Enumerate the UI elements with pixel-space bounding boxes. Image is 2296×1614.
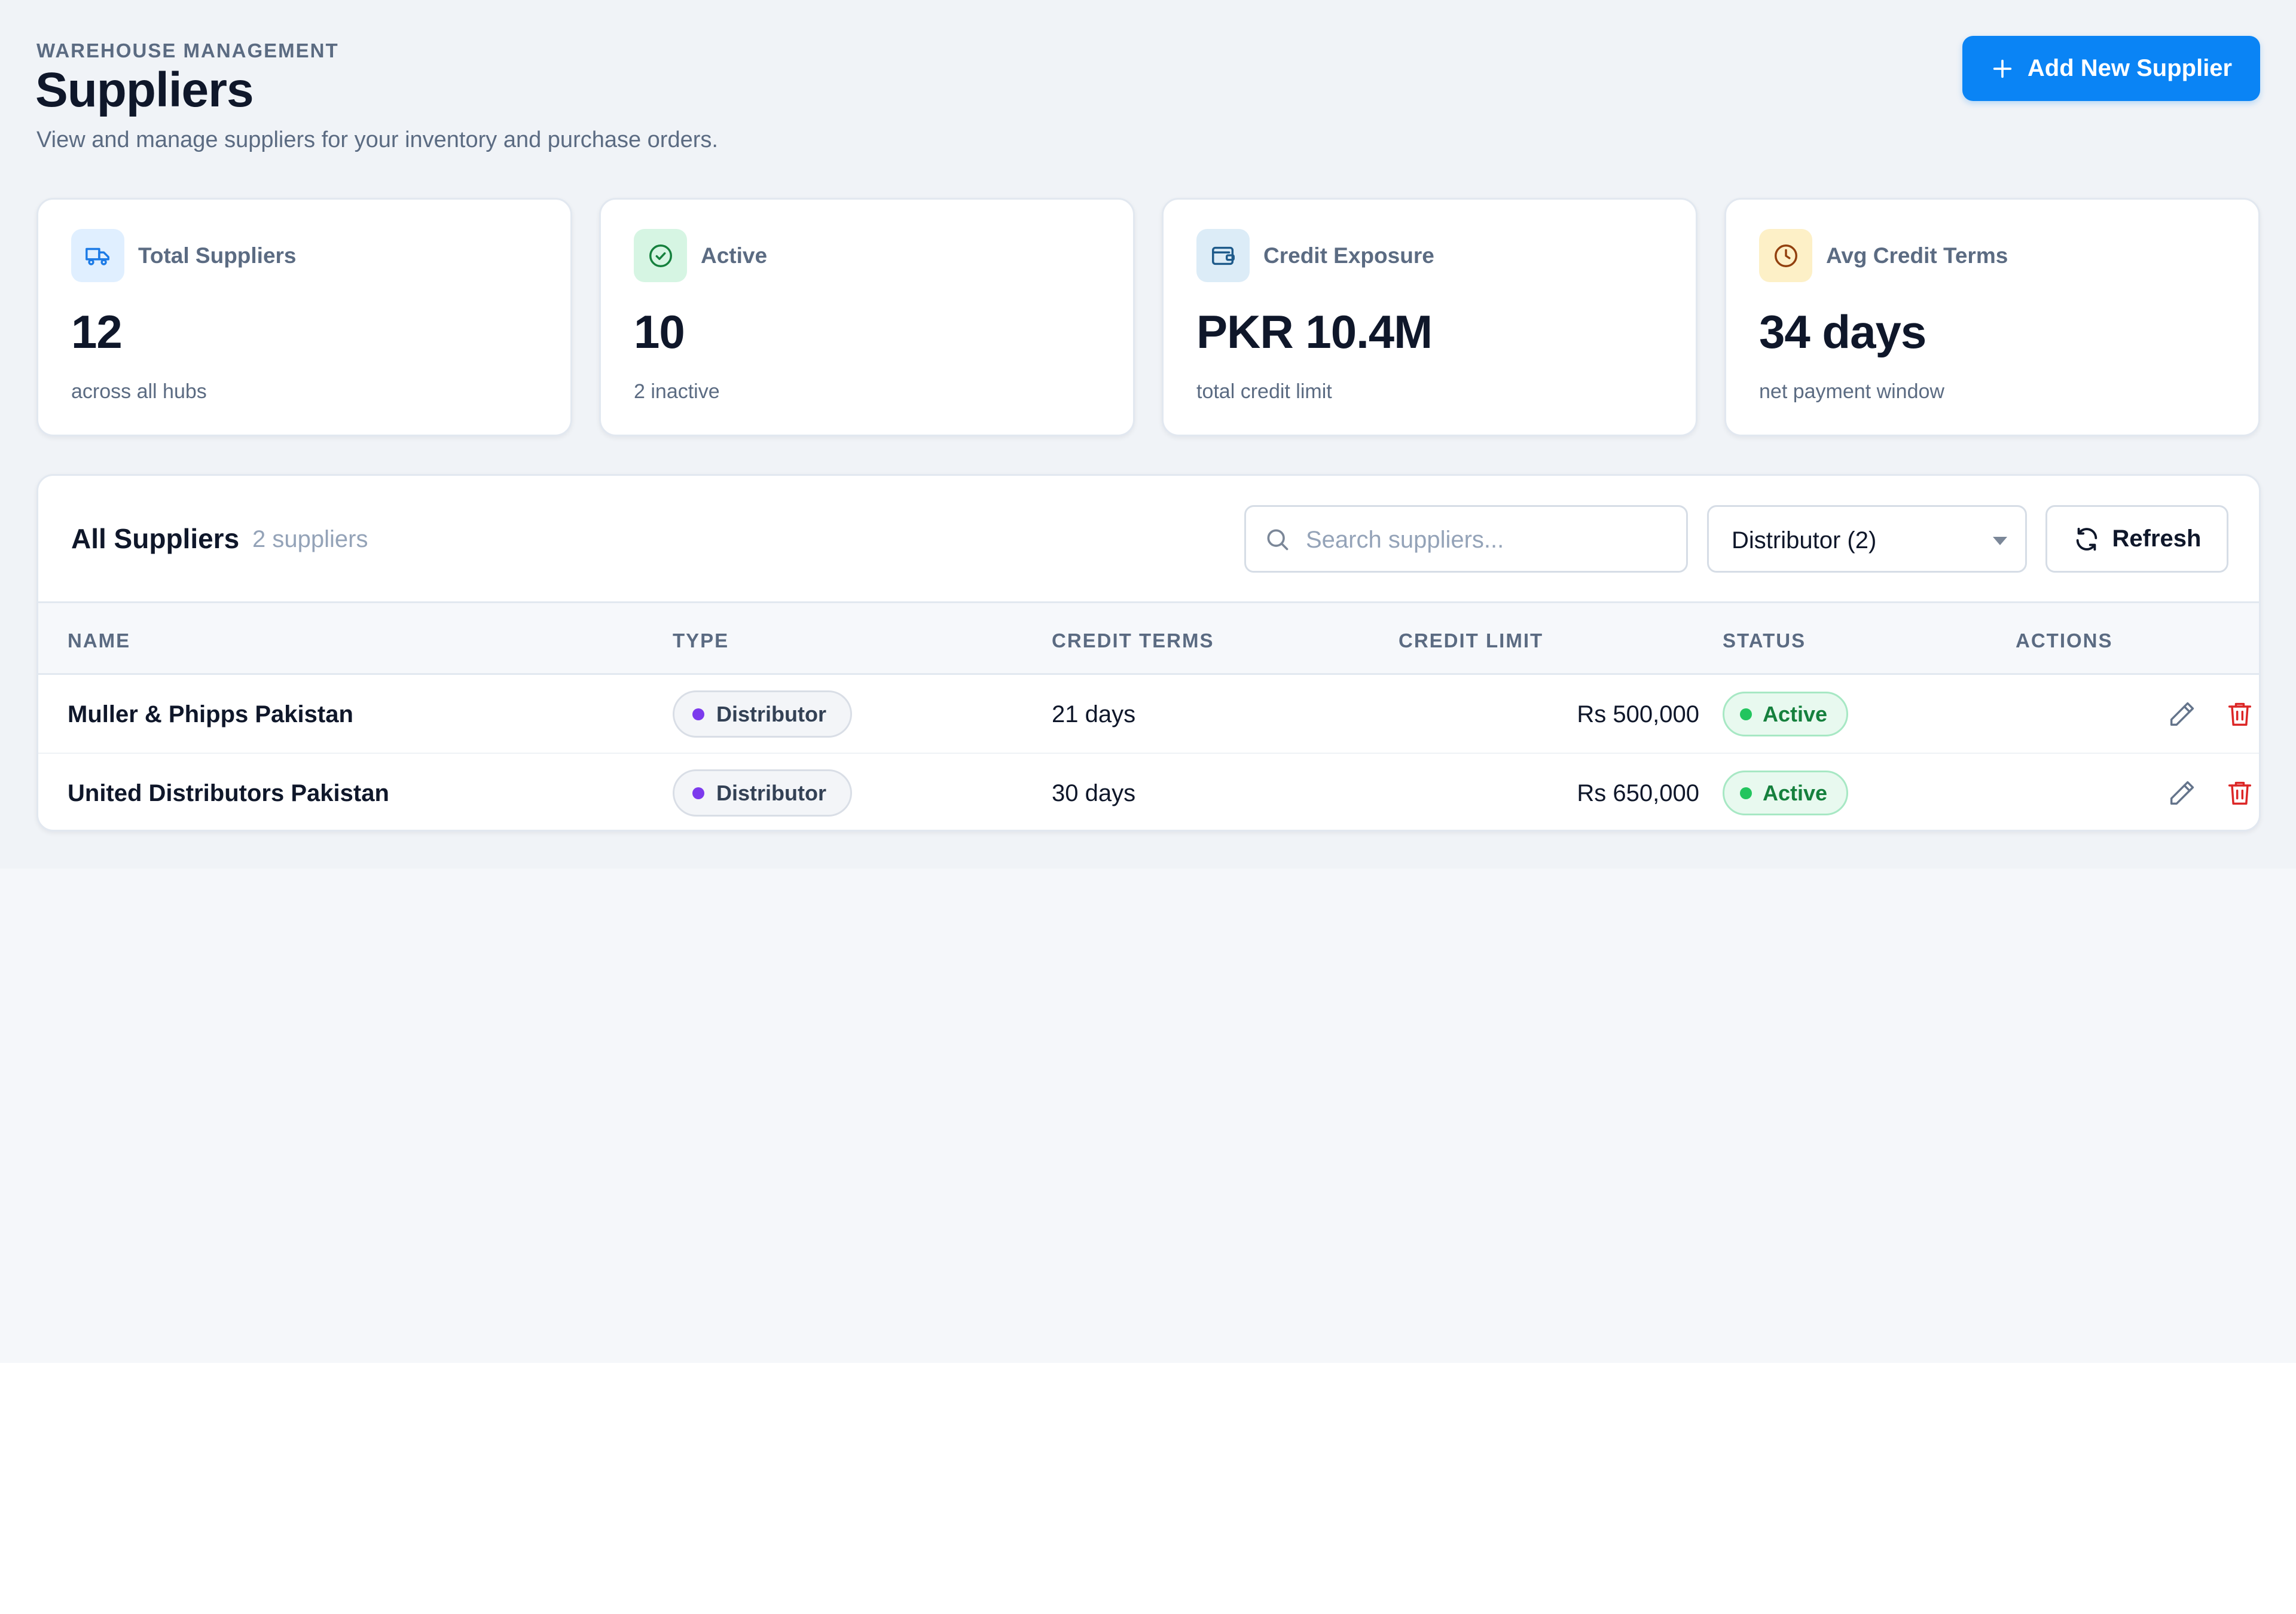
type-label: Distributor: [716, 780, 826, 805]
stat-note: net payment window: [1759, 380, 1944, 403]
table-row[interactable]: United Distributors Pakistan Distributor…: [38, 754, 2259, 830]
type-badge: Distributor: [673, 769, 852, 817]
status-label: Active: [1763, 701, 1828, 726]
table-toolbar: All Suppliers 2 suppliers Distributor (2…: [38, 476, 2259, 603]
breadcrumb-eyebrow: WAREHOUSE MANAGEMENT: [36, 39, 339, 62]
wallet-icon: [1196, 229, 1250, 282]
column-header-credit-terms[interactable]: CREDIT TERMS: [1052, 629, 1214, 652]
search-input[interactable]: [1306, 519, 1671, 561]
stat-value: PKR 10.4M: [1196, 305, 1433, 358]
status-badge: Active: [1723, 771, 1849, 815]
page-subtitle: View and manage suppliers for your inven…: [36, 127, 718, 152]
check-circle-icon: [634, 229, 687, 282]
stat-value: 10: [634, 305, 685, 358]
table-count: 2 suppliers: [252, 526, 368, 552]
supplier-name: United Distributors Pakistan: [68, 780, 389, 806]
search-box: [1244, 505, 1688, 573]
status-dot: [1740, 787, 1752, 799]
clock-icon: [1759, 229, 1812, 282]
credit-limit: Rs 650,000: [1577, 780, 1699, 806]
delete-trash-icon[interactable]: [2224, 699, 2255, 730]
credit-terms: 21 days: [1052, 701, 1136, 727]
add-new-supplier-button[interactable]: Add New Supplier: [1962, 36, 2260, 101]
table-title: All Suppliers: [71, 523, 240, 554]
supplier-name: Muller & Phipps Pakistan: [68, 701, 353, 727]
column-header-status[interactable]: STATUS: [1723, 629, 1806, 652]
refresh-label: Refresh: [2112, 525, 2202, 552]
type-label: Distributor: [716, 701, 826, 726]
table-row[interactable]: Muller & Phipps Pakistan Distributor 21 …: [38, 675, 2259, 754]
stat-card-avg-credit-terms: Avg Credit Terms 34 days net payment win…: [1724, 198, 2260, 436]
edit-pencil-icon[interactable]: [2166, 778, 2197, 809]
plus-icon: [1993, 59, 2012, 78]
type-filter-value: Distributor (2): [1732, 527, 1877, 554]
type-dot: [692, 708, 704, 720]
suppliers-table-card: All Suppliers 2 suppliers Distributor (2…: [36, 474, 2261, 832]
stat-card-active: Active 10 2 inactive: [599, 198, 1135, 436]
refresh-icon: [2076, 527, 2097, 551]
delete-trash-icon[interactable]: [2224, 778, 2255, 809]
column-header-credit-limit[interactable]: CREDIT LIMIT: [1399, 629, 1544, 652]
stat-label: Credit Exposure: [1263, 243, 1434, 268]
stat-note: 2 inactive: [634, 380, 720, 403]
chevron-down-icon: [1993, 537, 2007, 545]
stat-label: Avg Credit Terms: [1826, 243, 2008, 268]
stat-note: across all hubs: [71, 380, 207, 403]
credit-terms: 30 days: [1052, 780, 1136, 806]
stat-value: 34 days: [1759, 305, 1926, 358]
stat-note: total credit limit: [1196, 380, 1332, 403]
add-new-supplier-label: Add New Supplier: [2027, 55, 2233, 81]
stat-label: Total Suppliers: [138, 243, 297, 268]
status-badge: Active: [1723, 692, 1849, 736]
edit-pencil-icon[interactable]: [2166, 699, 2197, 730]
stat-card-credit-exposure: Credit Exposure PKR 10.4M total credit l…: [1162, 198, 1697, 436]
truck-icon: [71, 229, 124, 282]
column-header-actions: ACTIONS: [2016, 629, 2113, 652]
status-dot: [1740, 708, 1752, 720]
stat-card-total-suppliers: Total Suppliers 12 across all hubs: [36, 198, 572, 436]
refresh-button[interactable]: Refresh: [2045, 505, 2228, 573]
type-badge: Distributor: [673, 690, 852, 738]
status-label: Active: [1763, 780, 1828, 805]
page-title: Suppliers: [35, 63, 254, 117]
column-header-type[interactable]: TYPE: [673, 629, 729, 652]
column-header-name[interactable]: NAME: [68, 629, 131, 652]
type-dot: [692, 787, 704, 799]
stat-value: 12: [71, 305, 123, 358]
type-filter-select[interactable]: Distributor (2): [1707, 505, 2027, 573]
stat-label: Active: [701, 243, 768, 268]
table-header-row: NAME TYPE CREDIT TERMS CREDIT LIMIT STAT…: [38, 603, 2259, 675]
search-icon: [1267, 529, 1289, 551]
credit-limit: Rs 500,000: [1577, 701, 1699, 727]
